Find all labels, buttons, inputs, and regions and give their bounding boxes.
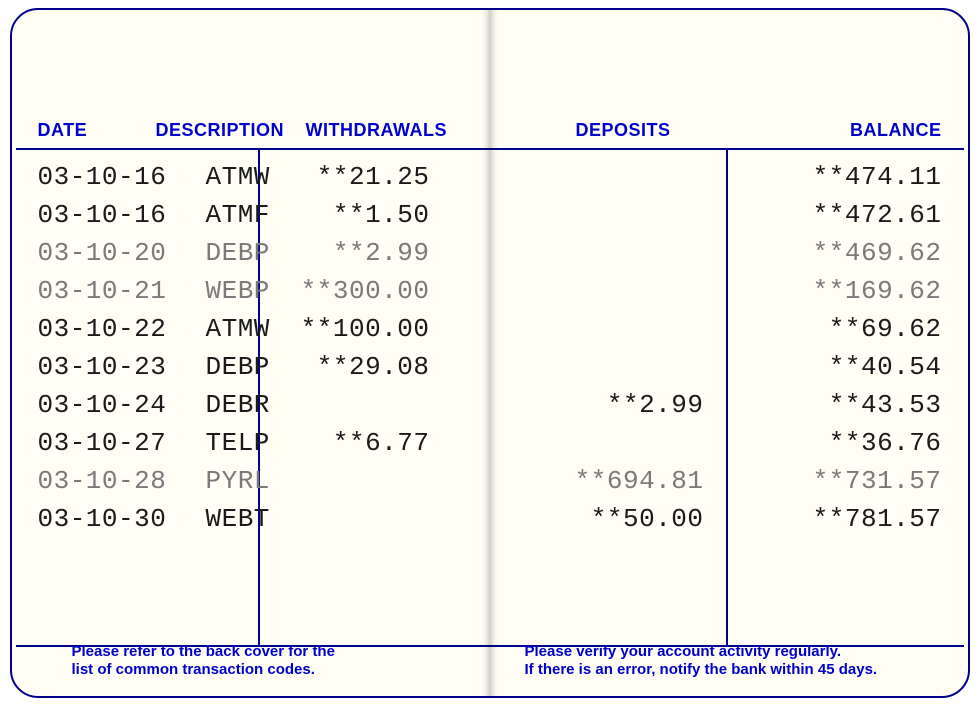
cell-date: 03-10-20	[38, 234, 167, 272]
cell-desc: WEBP	[206, 272, 270, 310]
cell-date: 03-10-30	[38, 500, 167, 538]
cell-date: 03-10-27	[38, 424, 167, 462]
cell-desc: DEBP	[206, 234, 270, 272]
col-deposits: DEPOSITS	[576, 120, 671, 141]
table-row: 03-10-16 ATMF **1.50 **472.61	[38, 196, 942, 234]
cell-date: 03-10-16	[38, 158, 167, 196]
cell-balance: **472.61	[813, 196, 942, 234]
cell-withdrawal: **2.99	[333, 234, 430, 272]
cell-desc: PYRL	[206, 462, 270, 500]
cell-withdrawal: **21.25	[317, 158, 430, 196]
cell-deposit: **2.99	[607, 386, 704, 424]
cell-desc: WEBT	[206, 500, 270, 538]
cell-desc: ATMW	[206, 158, 270, 196]
cell-date: 03-10-16	[38, 196, 167, 234]
cell-withdrawal: **6.77	[333, 424, 430, 462]
cell-date: 03-10-24	[38, 386, 167, 424]
cell-withdrawal: **29.08	[317, 348, 430, 386]
cell-desc: TELP	[206, 424, 270, 462]
col-date: DATE	[38, 120, 88, 141]
cell-balance: **43.53	[829, 386, 942, 424]
cell-balance: **731.57	[813, 462, 942, 500]
rule-top	[16, 148, 964, 150]
passbook: DATE DESCRIPTION WITHDRAWALS DEPOSITS BA…	[10, 8, 970, 698]
cell-desc: DEBR	[206, 386, 270, 424]
cell-balance: **69.62	[829, 310, 942, 348]
column-headers: DATE DESCRIPTION WITHDRAWALS DEPOSITS BA…	[38, 120, 942, 148]
cell-deposit: **50.00	[591, 500, 704, 538]
footer-right: Please verify your account activity regu…	[505, 643, 938, 681]
cell-balance: **469.62	[813, 234, 942, 272]
cell-balance: **169.62	[813, 272, 942, 310]
cell-balance: **781.57	[813, 500, 942, 538]
table-row: 03-10-30 WEBT **50.00 **781.57	[38, 500, 942, 538]
footer-left-line1: Please refer to the back cover for the	[72, 643, 465, 662]
cell-balance: **36.76	[829, 424, 942, 462]
cell-desc: ATMW	[206, 310, 270, 348]
cell-balance: **474.11	[813, 158, 942, 196]
cell-desc: DEBP	[206, 348, 270, 386]
table-row: 03-10-21 WEBP **300.00 **169.62	[38, 272, 942, 310]
footer-right-line2: If there is an error, notify the bank wi…	[525, 661, 938, 680]
cell-desc: ATMF	[206, 196, 270, 234]
col-balance: BALANCE	[850, 120, 942, 141]
cell-withdrawal: **100.00	[301, 310, 430, 348]
cell-withdrawal: **1.50	[333, 196, 430, 234]
table-row: 03-10-20 DEBP **2.99 **469.62	[38, 234, 942, 272]
footer: Please refer to the back cover for the l…	[72, 643, 938, 681]
table-row: 03-10-23 DEBP **29.08 **40.54	[38, 348, 942, 386]
footer-left-line2: list of common transaction codes.	[72, 661, 465, 680]
table-row: 03-10-28 PYRL **694.81 **731.57	[38, 462, 942, 500]
cell-date: 03-10-21	[38, 272, 167, 310]
table-row: 03-10-22 ATMW **100.00 **69.62	[38, 310, 942, 348]
table-row: 03-10-24 DEBR **2.99 **43.53	[38, 386, 942, 424]
table-row: 03-10-16 ATMW **21.25 **474.11	[38, 158, 942, 196]
footer-left: Please refer to the back cover for the l…	[72, 643, 505, 681]
footer-right-line1: Please verify your account activity regu…	[525, 643, 938, 662]
cell-date: 03-10-28	[38, 462, 167, 500]
cell-date: 03-10-22	[38, 310, 167, 348]
cell-date: 03-10-23	[38, 348, 167, 386]
cell-balance: **40.54	[829, 348, 942, 386]
col-withdrawals: WITHDRAWALS	[306, 120, 447, 141]
cell-withdrawal: **300.00	[301, 272, 430, 310]
col-description: DESCRIPTION	[156, 120, 285, 141]
transaction-rows: 03-10-16 ATMW **21.25 **474.11 03-10-16 ATMF *…	[38, 158, 942, 624]
cell-deposit: **694.81	[575, 462, 704, 500]
table-row: 03-10-27 TELP **6.77 **36.76	[38, 424, 942, 462]
